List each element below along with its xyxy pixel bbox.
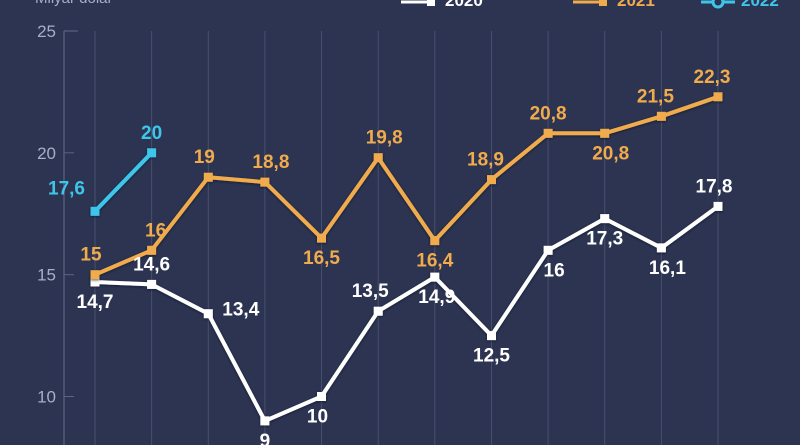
svg-text:12,5: 12,5: [473, 346, 510, 367]
svg-text:22,3: 22,3: [694, 67, 731, 88]
svg-text:15: 15: [80, 245, 102, 266]
svg-text:13,5: 13,5: [352, 281, 389, 302]
svg-text:17,8: 17,8: [696, 176, 733, 197]
svg-text:19: 19: [194, 147, 215, 168]
svg-text:25: 25: [37, 22, 56, 41]
svg-text:9: 9: [260, 431, 271, 445]
svg-text:20: 20: [141, 123, 162, 144]
svg-text:20,8: 20,8: [530, 103, 567, 124]
svg-text:16,4: 16,4: [416, 251, 453, 272]
svg-text:16: 16: [145, 220, 166, 241]
svg-text:20,8: 20,8: [592, 143, 629, 164]
svg-text:20: 20: [37, 144, 56, 163]
svg-text:16,5: 16,5: [303, 248, 340, 269]
svg-text:15: 15: [37, 266, 56, 285]
svg-text:14,6: 14,6: [133, 254, 170, 275]
svg-text:18,9: 18,9: [467, 150, 504, 171]
svg-text:10: 10: [37, 388, 56, 407]
svg-text:17,6: 17,6: [48, 178, 85, 199]
svg-text:21,5: 21,5: [637, 86, 674, 107]
svg-text:18,8: 18,8: [252, 152, 289, 173]
svg-text:14,7: 14,7: [77, 292, 114, 313]
svg-text:13,4: 13,4: [222, 300, 259, 321]
svg-text:17,3: 17,3: [586, 229, 623, 250]
svg-text:10: 10: [307, 407, 328, 428]
svg-text:19,8: 19,8: [366, 128, 403, 149]
svg-text:16,1: 16,1: [649, 258, 686, 279]
svg-text:16: 16: [544, 260, 565, 281]
svg-text:14,9: 14,9: [418, 287, 455, 308]
